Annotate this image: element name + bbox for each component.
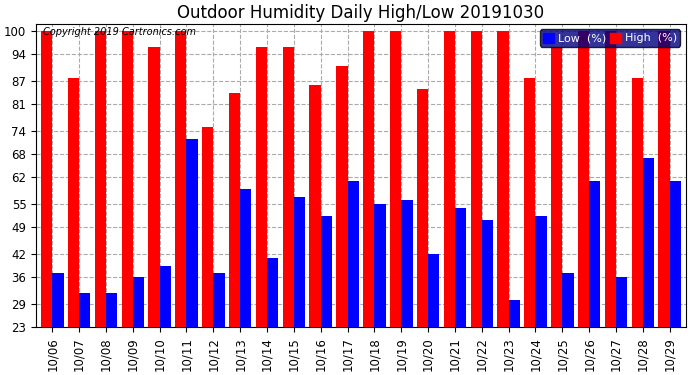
Bar [41, 32, 52, 327]
Bar [106, 292, 117, 327]
Bar [294, 196, 305, 327]
Bar [551, 47, 562, 327]
Bar [159, 266, 171, 327]
Bar [95, 32, 106, 327]
Legend: Low  (%), High  (%): Low (%), High (%) [540, 29, 680, 47]
Bar [267, 258, 278, 327]
Bar [175, 32, 186, 327]
Bar [240, 189, 251, 327]
Bar [670, 181, 681, 327]
Bar [658, 32, 670, 327]
Bar [428, 254, 440, 327]
Bar [79, 292, 90, 327]
Title: Outdoor Humidity Daily High/Low 20191030: Outdoor Humidity Daily High/Low 20191030 [177, 4, 544, 22]
Bar [121, 32, 132, 327]
Bar [562, 273, 573, 327]
Bar [52, 273, 63, 327]
Bar [471, 32, 482, 327]
Bar [509, 300, 520, 327]
Bar [535, 216, 546, 327]
Bar [321, 216, 332, 327]
Bar [202, 128, 213, 327]
Bar [589, 181, 600, 327]
Bar [375, 204, 386, 327]
Bar [390, 32, 402, 327]
Bar [497, 32, 509, 327]
Bar [482, 220, 493, 327]
Bar [643, 158, 654, 327]
Bar [309, 85, 321, 327]
Bar [444, 32, 455, 327]
Bar [186, 139, 198, 327]
Bar [363, 32, 375, 327]
Bar [68, 78, 79, 327]
Bar [132, 277, 144, 327]
Bar [336, 66, 348, 327]
Bar [455, 208, 466, 327]
Bar [256, 47, 267, 327]
Bar [348, 181, 359, 327]
Bar [148, 47, 159, 327]
Bar [578, 32, 589, 327]
Bar [616, 277, 627, 327]
Bar [213, 273, 225, 327]
Bar [283, 47, 294, 327]
Bar [524, 78, 535, 327]
Bar [402, 201, 413, 327]
Bar [631, 78, 643, 327]
Text: Copyright 2019 Cartronics.com: Copyright 2019 Cartronics.com [43, 27, 196, 37]
Bar [604, 32, 616, 327]
Bar [229, 93, 240, 327]
Bar [417, 89, 428, 327]
